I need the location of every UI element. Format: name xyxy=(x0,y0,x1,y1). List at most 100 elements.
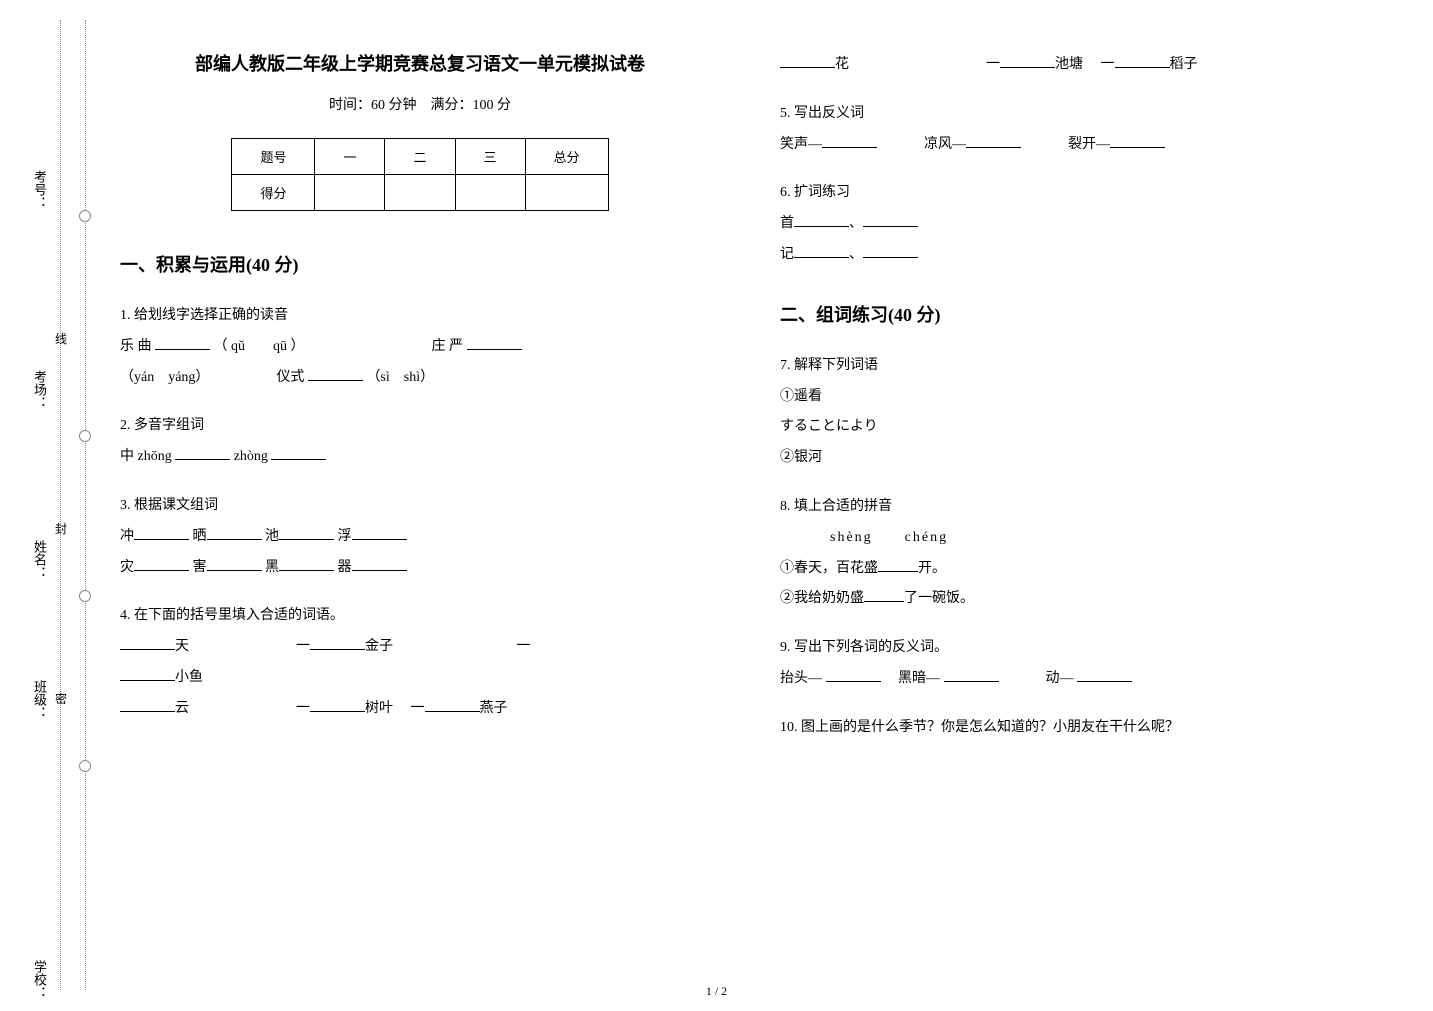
q2-line: 中 zhōng zhòng xyxy=(120,442,720,473)
q8-line2: ②我给奶奶盛了一碗饭。 xyxy=(780,584,1380,615)
blank xyxy=(864,588,904,602)
seal-char: 封 xyxy=(55,520,67,537)
blank xyxy=(279,557,334,571)
score-cell xyxy=(455,175,525,211)
blank xyxy=(467,336,522,350)
q4-line2: 云 一树叶 一燕子 xyxy=(120,694,720,725)
blank xyxy=(1110,134,1165,148)
score-th: 二 xyxy=(385,139,455,175)
q2-text: 中 zhōng xyxy=(120,449,172,464)
dotted-line-inner xyxy=(85,20,86,990)
blank xyxy=(352,557,407,571)
q5-word: 凉风— xyxy=(924,137,966,152)
score-th: 总分 xyxy=(525,139,608,175)
q4-word: 小鱼 xyxy=(175,670,203,685)
page-number: 1 / 2 xyxy=(706,984,727,999)
q5-stem: 5. 写出反义词 xyxy=(780,99,1380,130)
question-4: 4. 在下面的括号里填入合适的词语。 天 一金子 一 小鱼 云 一树叶 一燕子 xyxy=(120,601,720,724)
q8-text: ②我给奶奶盛 xyxy=(780,591,864,606)
q6-char: 首 xyxy=(780,216,794,231)
q5-word: 笑声— xyxy=(780,137,822,152)
q1-text: （ qǔ qū ） xyxy=(214,339,305,354)
score-table: 题号 一 二 三 总分 得分 xyxy=(231,138,608,211)
blank xyxy=(966,134,1021,148)
column-left: 部编人教版二年级上学期竞赛总复习语文一单元模拟试卷 时间：60 分钟 满分：10… xyxy=(120,50,720,762)
blank xyxy=(175,446,230,460)
blank xyxy=(1115,54,1170,68)
question-8: 8. 填上合适的拼音 shèng chéng ①春天，百花盛开。 ②我给奶奶盛了… xyxy=(780,492,1380,615)
circle-mark xyxy=(79,430,91,442)
q1-text: 乐 曲 xyxy=(120,339,155,354)
q3-char: 冲 xyxy=(120,529,134,544)
q9-line: 抬头— 黑暗— 动— xyxy=(780,664,1380,695)
binding-label-examid: 考号： xyxy=(30,170,49,209)
score-cell xyxy=(385,175,455,211)
q4-word: 池塘 xyxy=(1055,57,1083,72)
circle-mark xyxy=(79,760,91,772)
blank xyxy=(780,54,835,68)
seal-char: 密 xyxy=(55,690,67,707)
q2-text: zhòng xyxy=(234,449,268,464)
blank xyxy=(308,367,363,381)
q6-line1: 首、 xyxy=(780,209,1380,240)
q7-item1: ①遥看 xyxy=(780,382,1380,413)
q4-word: 天 xyxy=(175,639,189,654)
q6-stem: 6. 扩词练习 xyxy=(780,178,1380,209)
column-right: 花 一池塘 一稻子 5. 写出反义词 笑声— 凉风— 裂开— 6. 扩词练习 首… xyxy=(780,50,1380,762)
blank xyxy=(826,668,881,682)
blank xyxy=(271,446,326,460)
dotted-line-outer xyxy=(60,20,61,990)
q3-char: 害 xyxy=(193,560,207,575)
q8-stem: 8. 填上合适的拼音 xyxy=(780,492,1380,523)
binding-edge: 线 封 密 考号： 考场： 姓名： 班级： 学校： xyxy=(0,0,100,1011)
q4-line1b: 小鱼 xyxy=(120,663,720,694)
section-2-title: 二、组词练习(40 分) xyxy=(780,301,1380,327)
q7-item2: ②银河 xyxy=(780,443,1380,474)
score-cell xyxy=(525,175,608,211)
question-3: 3. 根据课文组词 冲 晒 池 浮 灾 害 黑 器 xyxy=(120,491,720,583)
q8-text: 开。 xyxy=(918,561,946,576)
binding-label-school: 学校： xyxy=(30,960,49,999)
blank xyxy=(134,557,189,571)
q3-row1: 冲 晒 池 浮 xyxy=(120,522,720,553)
q9-word: 抬头— xyxy=(780,671,826,686)
q4-word: 稻子 xyxy=(1170,57,1198,72)
blank xyxy=(120,667,175,681)
q1-line2: （yán yáng） 仪式 （sì shì） xyxy=(120,363,720,394)
blank xyxy=(120,636,175,650)
score-cell xyxy=(315,175,385,211)
score-table-header-row: 题号 一 二 三 总分 xyxy=(232,139,608,175)
q9-word: 黑暗— xyxy=(898,671,944,686)
blank xyxy=(310,636,365,650)
q3-char: 灾 xyxy=(120,560,134,575)
question-10: 10. 图上画的是什么季节？你是怎么知道的？小朋友在干什么呢？ xyxy=(780,713,1380,744)
q8-text: ①春天，百花盛 xyxy=(780,561,878,576)
q5-word: 裂开— xyxy=(1068,137,1110,152)
q4-word: 花 xyxy=(835,57,849,72)
binding-label-room: 考场： xyxy=(30,370,49,409)
blank xyxy=(1000,54,1055,68)
score-th: 三 xyxy=(455,139,525,175)
blank xyxy=(1077,668,1132,682)
blank xyxy=(134,526,189,540)
q1-text: （sì shì） xyxy=(366,370,434,385)
blank xyxy=(120,698,175,712)
question-5: 5. 写出反义词 笑声— 凉风— 裂开— xyxy=(780,99,1380,161)
circle-mark xyxy=(79,210,91,222)
q4-word: 燕子 xyxy=(480,701,508,716)
question-9: 9. 写出下列各词的反义词。 抬头— 黑暗— 动— xyxy=(780,633,1380,695)
blank xyxy=(794,213,849,227)
q6-char: 记 xyxy=(780,247,794,262)
blank xyxy=(863,244,918,258)
q3-stem: 3. 根据课文组词 xyxy=(120,491,720,522)
q4-stem: 4. 在下面的括号里填入合适的词语。 xyxy=(120,601,720,632)
score-th: 题号 xyxy=(232,139,315,175)
blank xyxy=(425,698,480,712)
binding-label-class: 班级： xyxy=(30,680,49,719)
blank xyxy=(944,668,999,682)
q1-text: 庄 严 xyxy=(432,339,467,354)
blank xyxy=(207,526,262,540)
blank xyxy=(822,134,877,148)
score-table-value-row: 得分 xyxy=(232,175,608,211)
q1-text: 仪式 xyxy=(276,370,304,385)
